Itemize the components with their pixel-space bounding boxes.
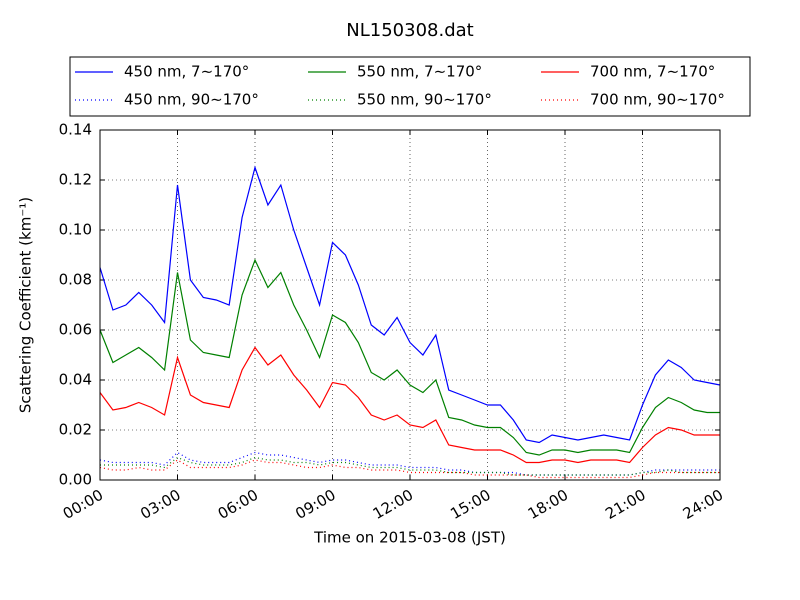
y-tick-label: 0.04 <box>59 371 92 389</box>
series-line <box>100 456 720 476</box>
y-tick-label: 0.08 <box>59 271 92 289</box>
series-line <box>99 346 720 464</box>
legend-label: 550 nm, 7∼170° <box>357 63 482 81</box>
series-line <box>99 165 721 444</box>
legend-label: 550 nm, 90∼170° <box>357 91 492 109</box>
x-axis-label: Time on 2015-03-08 (JST) <box>313 529 506 547</box>
y-tick-label: 0.06 <box>59 321 92 339</box>
chart-title: NL150308.dat <box>346 20 473 41</box>
legend-label: 700 nm, 7∼170° <box>590 63 715 81</box>
y-tick-label: 0.12 <box>59 171 92 189</box>
y-tick-label: 0.00 <box>59 471 92 489</box>
y-tick-label: 0.10 <box>59 221 92 239</box>
y-tick-label: 0.14 <box>59 121 92 139</box>
legend-label: 700 nm, 90∼170° <box>590 91 725 109</box>
legend-label: 450 nm, 90∼170° <box>124 91 259 109</box>
series-line <box>99 258 720 456</box>
legend-label: 450 nm, 7∼170° <box>124 63 249 81</box>
y-axis-label: Scattering Coefficient (km⁻¹) <box>17 197 35 413</box>
legend-box <box>69 56 751 117</box>
plot-frame <box>99 129 721 481</box>
y-tick-label: 0.02 <box>59 421 92 439</box>
